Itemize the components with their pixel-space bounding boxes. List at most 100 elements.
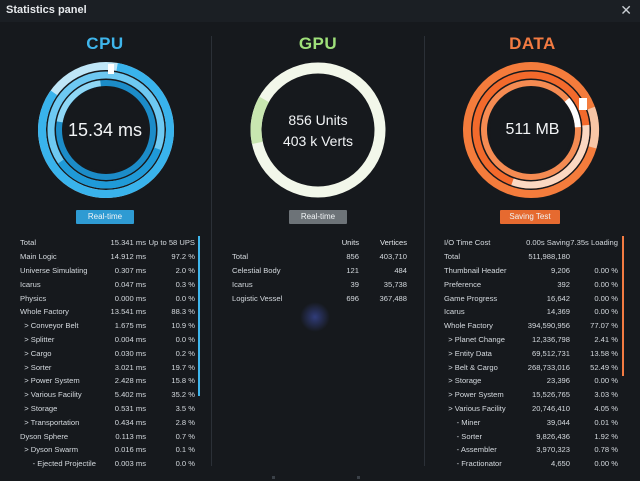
gpu-table-cell: 367,488	[379, 293, 407, 303]
data-table-cell: 14,369	[546, 307, 570, 317]
cpu-table-cell: 14.912 ms	[110, 252, 146, 262]
cpu-table-cell: > Transportation	[20, 417, 80, 427]
data-ring-chart	[463, 62, 599, 198]
cpu-table-row: > Splitter 0.004 ms 0.0 %	[20, 333, 195, 347]
cpu-table-cell: > Sorter	[20, 362, 52, 372]
data-table-cell: 77.07 %	[590, 321, 618, 331]
gpu-table-row: Icarus 39 35,738	[232, 277, 407, 291]
cpu-table-cell: 0.047 ms	[114, 279, 146, 289]
data-table-cell: 0.00s Saving	[526, 238, 570, 248]
data-table-cell: 15,526,765	[531, 390, 570, 400]
data-table-cell: 9,206	[550, 265, 570, 275]
cpu-table-cell: > Splitter	[20, 334, 55, 344]
data-table-cell: > Planet Change	[444, 334, 506, 344]
data-heading: DATA	[509, 34, 556, 53]
data-table-cell: 4.05 %	[594, 403, 618, 413]
data-table-cell: 0.00 %	[594, 376, 618, 386]
cpu-table-cell: Dyson Sphere	[20, 431, 69, 441]
title-bar: Statistics panel ✕	[0, 0, 640, 22]
data-mode-badge[interactable]: Saving Test	[500, 210, 560, 224]
cpu-scrollbar[interactable]	[198, 236, 200, 396]
cpu-table-cell: Total	[20, 238, 37, 248]
divider-right	[424, 36, 425, 466]
cpu-table-row: > Sorter 3.021 ms 19.7 %	[20, 360, 195, 374]
data-table-cell: 16,642	[546, 293, 570, 303]
data-table-cell: Thumbnail Header	[444, 265, 507, 275]
data-table-cell: 4,650	[550, 459, 570, 469]
cpu-table-cell: 10.9 %	[171, 321, 195, 331]
cpu-table-cell: Icarus	[20, 279, 41, 289]
gpu-center-units: 856 Units	[288, 112, 348, 128]
close-icon[interactable]: ✕	[620, 2, 632, 18]
data-table-cell: > Entity Data	[444, 348, 492, 358]
cpu-table-row: > Dyson Swarm 0.016 ms 0.1 %	[20, 443, 195, 457]
cpu-table-cell: Physics	[20, 293, 47, 303]
bottom-marker-right	[357, 476, 360, 479]
cpu-table-cell: Up to 58 UPS	[148, 238, 195, 248]
cpu-table-cell: 0.0 %	[175, 293, 195, 303]
cpu-table-cell: 0.030 ms	[114, 348, 146, 358]
data-table-cell: > Various Facility	[444, 403, 506, 413]
cpu-mode-badge[interactable]: Real-time	[76, 210, 134, 224]
gpu-mode-badge[interactable]: Real-time	[289, 210, 347, 224]
cpu-table-cell: Main Logic	[20, 252, 57, 262]
gpu-table-cell: Celestial Body	[232, 265, 281, 275]
cpu-table-cell: > Conveyor Belt	[20, 321, 79, 331]
data-table-cell: 12,336,798	[531, 334, 570, 344]
cpu-table-row: Universe Simulating 0.307 ms 2.0 %	[20, 264, 195, 278]
cpu-table-cell: 0.0 %	[175, 334, 195, 344]
data-table-cell: Game Progress	[444, 293, 498, 303]
cpu-stats-table: Total 15.341 ms Up to 58 UPS Main Logic 14.9…	[20, 236, 195, 471]
cpu-ring-chart	[38, 62, 174, 198]
gpu-table-cell: 696	[346, 293, 359, 303]
data-table-row: > Entity Data 69,512,731 13.58 %	[444, 346, 618, 360]
gpu-table-cell: 856	[346, 252, 359, 262]
cpu-table-cell: 5.402 ms	[114, 390, 146, 400]
panel-title: Statistics panel	[6, 4, 87, 16]
gpu-stats-table: Units Vertices Total 856 403,710 Celestial Bo…	[232, 236, 407, 305]
data-table-row: Total 511,988,180	[444, 250, 618, 264]
cpu-table-cell: 0.000 ms	[114, 293, 146, 303]
data-table-cell: 3,970,323	[536, 445, 570, 455]
data-stats-table: I/O Time Cost 0.00s Saving 7.35s Loading To…	[444, 236, 618, 471]
gpu-table-cell: 121	[346, 265, 359, 275]
data-table-cell: I/O Time Cost	[444, 238, 491, 248]
data-table-cell: - Miner	[444, 417, 481, 427]
cpu-table-cell: 97.2 %	[171, 252, 195, 262]
data-table-cell: > Power System	[444, 390, 504, 400]
gpu-table-cell: Logistic Vessel	[232, 293, 283, 303]
cpu-table-cell: > Storage	[20, 403, 58, 413]
data-table-row: - Fractionator 4,650 0.00 %	[444, 457, 618, 471]
data-table-row: - Sorter 9,826,436 1.92 %	[444, 429, 618, 443]
data-scrollbar[interactable]	[622, 236, 624, 376]
cpu-table-cell: 0.531 ms	[114, 403, 146, 413]
gpu-table-row: Logistic Vessel 696 367,488	[232, 291, 407, 305]
cpu-column: CPU 15.34 ms Real-time Total 15.341 ms Up …	[0, 22, 210, 481]
data-table-row: I/O Time Cost 0.00s Saving 7.35s Loading	[444, 236, 618, 250]
data-table-row: Icarus 14,369 0.00 %	[444, 305, 618, 319]
data-table-cell: 511,988,180	[528, 252, 570, 262]
cpu-table-cell: Whole Factory	[20, 307, 69, 317]
gpu-table-header: Units Vertices	[232, 236, 407, 250]
cpu-table-row: > Power System 2.428 ms 15.8 %	[20, 374, 195, 388]
cpu-center-value: 15.34 ms	[67, 120, 143, 140]
data-table-row: > Storage 23,396 0.00 %	[444, 374, 618, 388]
gpu-table-cell: 484	[394, 265, 407, 275]
data-table-row: - Miner 39,044 0.01 %	[444, 415, 618, 429]
gpu-column: GPU 856 Units 403 k Verts Real-time Unit…	[212, 22, 424, 481]
cpu-table-row: - Ejected Projectile 0.003 ms 0.0 %	[20, 457, 195, 471]
cpu-table-row: > Storage 0.531 ms 3.5 %	[20, 402, 195, 416]
data-table-row: Game Progress 16,642 0.00 %	[444, 291, 618, 305]
gpu-table-row: Celestial Body 121 484	[232, 264, 407, 278]
cpu-table-row: Icarus 0.047 ms 0.3 %	[20, 277, 195, 291]
cpu-table-cell: 0.0 %	[175, 459, 195, 469]
data-table-cell: 0.00 %	[594, 307, 618, 317]
cpu-table-row: > Transportation 0.434 ms 2.8 %	[20, 415, 195, 429]
data-table-row: - Assembler 3,970,323 0.78 %	[444, 443, 618, 457]
cpu-table-cell: 0.307 ms	[114, 265, 146, 275]
data-table-cell: 2.41 %	[594, 334, 618, 344]
data-table-cell	[570, 250, 618, 264]
data-table-cell: - Fractionator	[444, 459, 502, 469]
cpu-table-cell: 0.016 ms	[114, 445, 146, 455]
data-table-cell: Icarus	[444, 307, 465, 317]
